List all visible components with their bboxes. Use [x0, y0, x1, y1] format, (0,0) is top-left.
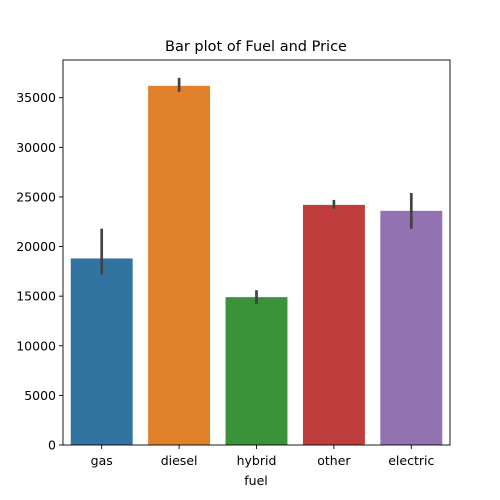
bar-other	[302, 204, 365, 445]
y-tick-label-20000: 20000	[16, 239, 56, 254]
x-axis-label: fuel	[244, 473, 268, 488]
y-tick-label-0: 0	[48, 438, 56, 453]
y-tick-label-5000: 5000	[24, 388, 56, 403]
plot-frame	[62, 59, 451, 446]
y-tick-label-10000: 10000	[16, 338, 56, 353]
y-tick-label-25000: 25000	[16, 189, 56, 204]
y-tick-label-15000: 15000	[16, 289, 56, 304]
bar-hybrid	[225, 297, 288, 445]
y-axis: 0 5000 10000 15000 20000 25000 30000 35000	[16, 90, 63, 453]
bars-group	[70, 85, 443, 446]
x-tick-label-diesel: diesel	[161, 453, 198, 468]
y-tick-label-35000: 35000	[16, 90, 56, 105]
bar-diesel	[148, 85, 211, 446]
bar-electric	[380, 210, 443, 445]
bar-gas	[70, 258, 133, 445]
x-tick-label-gas: gas	[91, 453, 113, 468]
x-tick-label-electric: electric	[388, 453, 434, 468]
y-tick-label-30000: 30000	[16, 140, 56, 155]
error-bars-group	[100, 77, 413, 305]
x-axis: gas diesel hybrid other electric	[91, 445, 434, 468]
chart-title: Bar plot of Fuel and Price	[165, 39, 347, 55]
x-tick-label-hybrid: hybrid	[237, 453, 277, 468]
x-tick-label-other: other	[317, 453, 351, 468]
